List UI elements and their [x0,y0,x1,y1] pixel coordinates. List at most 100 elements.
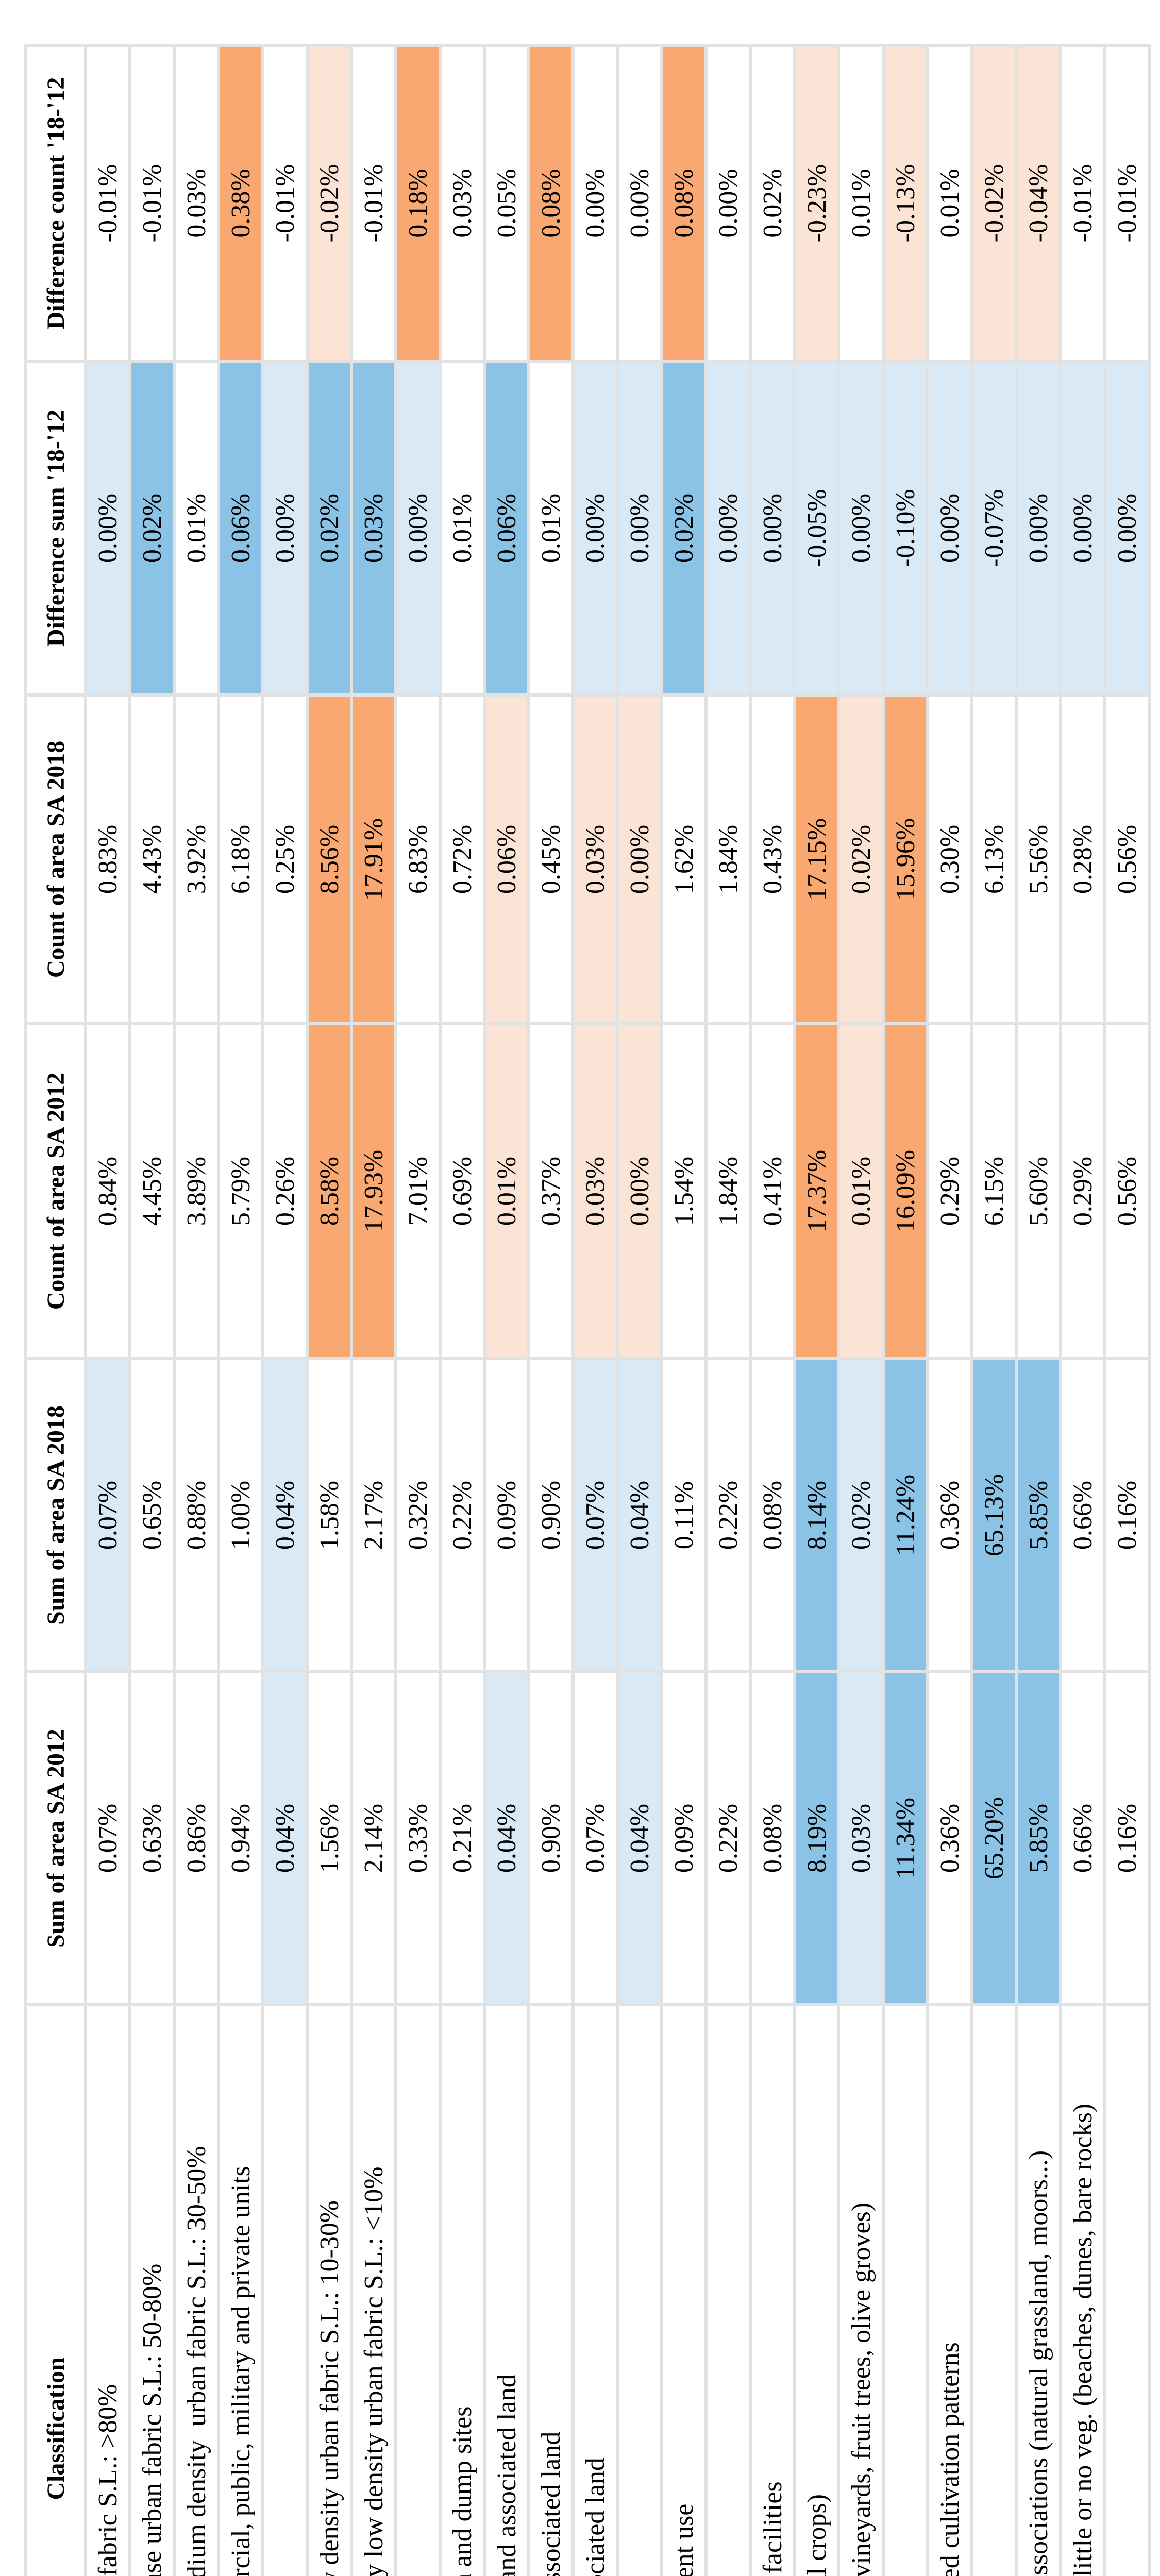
classification-label: 12210 Fast transit roads and associated … [492,2374,522,2576]
value-cell: 0.18% [397,47,439,360]
classification-cell: 12220 Other roads and associated land [530,2006,571,2576]
value-cell: 6.18% [220,697,261,1022]
value-cell: 0.30% [929,697,970,1022]
value-cell: 0.03% [575,1025,616,1357]
classification-label: 14200 Sports and leisure facilities [758,2481,788,2576]
value-cell: 0.63% [131,1673,173,2003]
classification-label: 11230 Discontinuous low density urban fa… [314,2200,344,2576]
value-cell: 5.85% [1018,1360,1059,1670]
value-cell: 2.14% [353,1673,394,2003]
value-cell: 8.56% [309,697,350,1022]
value-cell: 0.03% [575,697,616,1022]
value-cell: 5.79% [220,1025,261,1357]
value-cell: 0.69% [442,1025,483,1357]
value-cell: 8.19% [796,1673,837,2003]
classification-label: 13400 Land without current use [669,2504,699,2576]
value-cell: 0.11% [663,1360,704,1670]
value-cell: 0.00% [619,697,660,1022]
value-cell: 0.08% [663,47,704,360]
value-cell: 0.01% [486,1025,527,1357]
value-cell: 0.03% [353,363,394,693]
classification-cell: 13400 Land without current use [663,2006,704,2576]
value-cell: 0.36% [929,1360,970,1670]
value-cell: 1.62% [663,697,704,1022]
value-cell: 5.60% [1018,1025,1059,1357]
value-cell: 0.04% [264,1360,306,1670]
value-cell: -0.01% [1062,47,1103,360]
value-cell: 0.02% [840,1360,882,1670]
value-cell: 0.03% [176,47,217,360]
value-cell: 0.02% [131,363,173,693]
value-cell: 0.16% [1106,1673,1148,2003]
value-cell: 17.15% [796,697,837,1022]
value-cell: 0.38% [220,47,261,360]
classification-cell: 13100 Mineral extraction and dump sites [442,2006,483,2576]
classification-cell: 12230 Railways and associated land [575,2006,616,2576]
value-cell: 0.00% [619,363,660,693]
value-cell: 16.09% [885,1025,926,1357]
value-cell: 0.00% [708,47,749,360]
value-cell: 1.54% [663,1025,704,1357]
value-cell: 0.01% [530,363,571,693]
classification-label: 32000 Herbaceous veg. associations (natu… [1023,2150,1053,2576]
value-cell: 0.45% [530,697,571,1022]
value-cell: 1.56% [309,1673,350,2003]
value-cell: 0.03% [840,1673,882,2003]
value-cell: 0.90% [530,1673,571,2003]
value-cell: 0.01% [176,363,217,693]
value-cell: 1.00% [220,1360,261,1670]
value-cell: 0.00% [929,363,970,693]
classification-cell: 14200 Sports and leisure facilities [752,2006,793,2576]
value-cell: 6.15% [973,1025,1015,1357]
classification-label: 11220 Discontinuous medium density urban… [181,2146,211,2576]
classification-cell: 22000 Permanent crops (vineyards, fruit … [840,2006,882,2576]
value-cell: 4.45% [131,1025,173,1357]
value-cell: 11.24% [885,1360,926,1670]
value-cell: -0.02% [973,47,1015,360]
classification-label: 11100 Continuous urban fabric S.L.: >80% [93,2384,123,2576]
value-cell: 0.04% [264,1673,306,2003]
value-cell: 0.04% [619,1360,660,1670]
value-cell: 0.08% [752,1360,793,1670]
classification-cell: 13300 Construction sites [264,2006,306,2576]
landuse-classification-table: Classification Sum of area SA 2012 Sum of … [24,44,1151,2576]
value-cell: 3.92% [176,697,217,1022]
value-cell: 0.04% [486,1673,527,2003]
value-cell: 7.01% [397,1025,439,1357]
classification-label: 22000 Permanent crops (vineyards, fruit … [846,2202,876,2576]
value-cell: -0.01% [264,47,306,360]
value-cell: 0.02% [752,47,793,360]
value-cell: 0.00% [397,363,439,693]
value-cell: 0.22% [708,1360,749,1670]
value-cell: 0.02% [663,363,704,693]
value-cell: 0.00% [575,363,616,693]
value-cell: 0.66% [1062,1360,1103,1670]
value-cell: 0.22% [442,1360,483,1670]
value-cell: 0.00% [708,363,749,693]
value-cell: 0.06% [486,697,527,1022]
classification-cell: 50000 Water [1106,2006,1148,2576]
value-cell: 0.06% [486,363,527,693]
value-cell: 17.93% [353,1025,394,1357]
value-cell: 0.01% [840,47,882,360]
value-cell: 2.17% [353,1360,394,1670]
value-cell: 15.96% [885,697,926,1022]
value-cell: 0.90% [530,1360,571,1670]
value-cell: 0.83% [87,697,128,1022]
classification-cell: 32000 Herbaceous veg. associations (natu… [1018,2006,1059,2576]
classification-cell: 12210 Fast transit roads and associated … [486,2006,527,2576]
value-cell: -0.01% [131,47,173,360]
column-header-4: Count of area SA 2018 [27,697,84,1022]
value-cell: 1.84% [708,697,749,1022]
value-cell: 0.01% [442,363,483,693]
classification-label: 24000 Complex and mixed cultivation patt… [935,2342,965,2576]
value-cell: 0.56% [1106,697,1148,1022]
column-header-6: Difference count '18-'12 [27,47,84,360]
column-header-0: Classification [27,2006,84,2576]
classification-cell: 11300 Isolated structures [397,2006,439,2576]
value-cell: 0.88% [176,1360,217,1670]
value-cell: -0.01% [1106,47,1148,360]
value-cell: -0.02% [309,47,350,360]
value-cell: 0.01% [929,47,970,360]
